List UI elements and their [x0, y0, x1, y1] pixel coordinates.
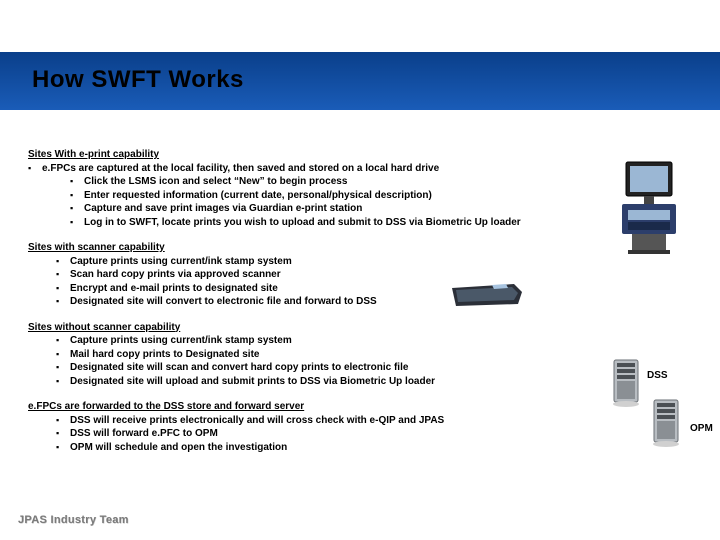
- list-item: Designated site will upload and submit p…: [56, 375, 668, 389]
- server-icon: [612, 358, 644, 408]
- list-item: DSS will receive prints electronically a…: [56, 414, 668, 428]
- kiosk-icon: [614, 160, 684, 256]
- section-no-scanner: Sites without scanner capability Capture…: [28, 321, 668, 389]
- list-item: Encrypt and e-mail prints to designated …: [56, 282, 668, 296]
- label-dss: DSS: [647, 370, 668, 381]
- list-item: Capture prints using current/ink stamp s…: [56, 334, 668, 348]
- section-heading: Sites with scanner capability: [28, 241, 668, 255]
- footer-text: JPAS Industry Team: [18, 514, 129, 526]
- section-heading: Sites With e-print capability: [28, 148, 668, 162]
- list-item: Click the LSMS icon and select “New” to …: [70, 175, 668, 189]
- list-item: DSS will forward e.PFC to OPM: [56, 427, 668, 441]
- list-item: Mail hard copy prints to Designated site: [56, 348, 668, 362]
- section-eprint: Sites With e-print capability e.FPCs are…: [28, 148, 668, 229]
- section-heading: e.FPCs are forwarded to the DSS store an…: [28, 400, 668, 414]
- list-item: Capture and save print images via Guardi…: [70, 202, 668, 216]
- section-scanner: Sites with scanner capability Capture pr…: [28, 241, 668, 309]
- section-forward: e.FPCs are forwarded to the DSS store an…: [28, 400, 668, 454]
- bullet-text: e.FPCs are captured at the local facilit…: [42, 163, 439, 174]
- slide-title: How SWFT Works: [32, 66, 244, 94]
- list-item: Log in to SWFT, locate prints you wish t…: [70, 216, 668, 230]
- list-item: Designated site will scan and convert ha…: [56, 361, 668, 375]
- slide-content: Sites With e-print capability e.FPCs are…: [28, 148, 668, 466]
- scanner-icon: [448, 282, 526, 310]
- list-item: Enter requested information (current dat…: [70, 189, 668, 203]
- list-item: Capture prints using current/ink stamp s…: [56, 255, 668, 269]
- list-item: e.FPCs are captured at the local facilit…: [28, 162, 668, 230]
- list-item: Designated site will convert to electron…: [56, 295, 668, 309]
- list-item: Scan hard copy prints via approved scann…: [56, 268, 668, 282]
- list-item: OPM will schedule and open the investiga…: [56, 441, 668, 455]
- section-heading: Sites without scanner capability: [28, 321, 668, 335]
- server-icon: [652, 398, 684, 448]
- label-opm: OPM: [690, 423, 713, 434]
